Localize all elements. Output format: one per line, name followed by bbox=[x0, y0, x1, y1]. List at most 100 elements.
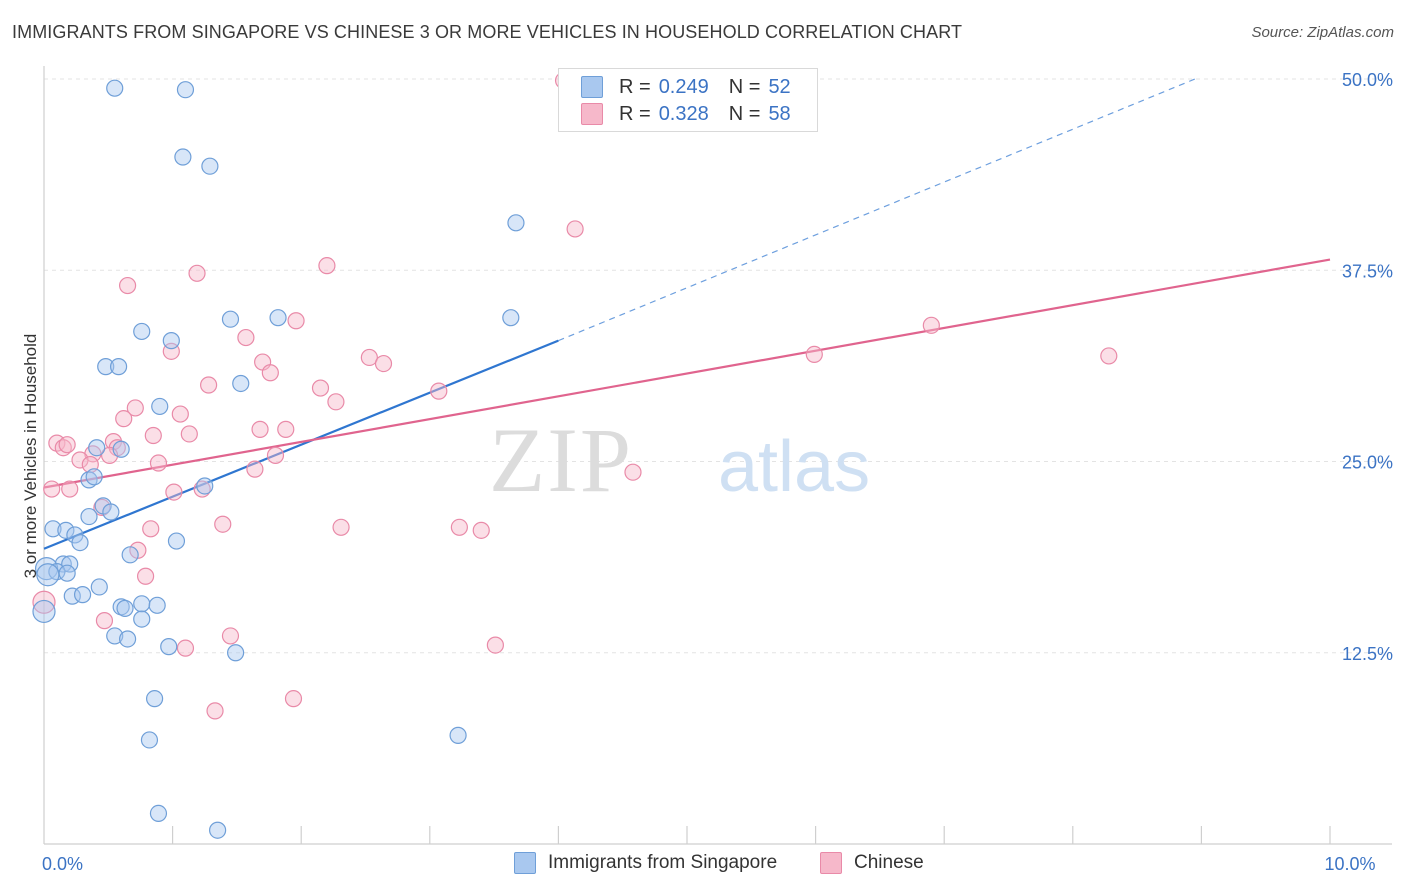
chinese-point bbox=[922, 316, 940, 334]
legend-swatch-chinese bbox=[820, 852, 842, 874]
chinese-point bbox=[318, 257, 336, 275]
chinese-point bbox=[149, 454, 168, 472]
singapore-point bbox=[269, 309, 287, 327]
chinese-point bbox=[1100, 347, 1118, 365]
chinese-point bbox=[206, 702, 224, 720]
source-label: Source: ZipAtlas.com bbox=[1251, 24, 1394, 41]
watermark: ZIP atlas bbox=[489, 409, 870, 511]
x-tick-label: 0.0% bbox=[42, 854, 83, 874]
singapore-point bbox=[32, 599, 56, 624]
chinese-point bbox=[165, 483, 183, 501]
legend-r-label: R = bbox=[619, 75, 651, 98]
chinese-point bbox=[200, 376, 218, 394]
singapore-point bbox=[36, 563, 60, 587]
chinese-trend-line bbox=[43, 258, 1331, 489]
chinese-point bbox=[142, 520, 160, 538]
singapore-trend-line bbox=[43, 339, 559, 550]
singapore-point bbox=[449, 726, 467, 744]
chinese-point bbox=[472, 521, 490, 539]
correlation-legend: R = 0.249 N = 52 R = 0.328 N = 58 bbox=[558, 68, 818, 132]
singapore-point bbox=[90, 578, 108, 596]
chinese-point bbox=[805, 345, 823, 363]
singapore-point bbox=[176, 81, 195, 99]
x-tick-label: 10.0% bbox=[1324, 854, 1375, 874]
singapore-point bbox=[44, 520, 62, 538]
legend-item-chinese[interactable]: Chinese bbox=[820, 852, 924, 874]
singapore-point bbox=[232, 374, 250, 393]
singapore-point bbox=[71, 533, 89, 552]
singapore-point bbox=[507, 214, 525, 232]
chinese-point bbox=[266, 446, 285, 464]
legend-swatch-chinese bbox=[581, 103, 603, 125]
legend-label-singapore: Immigrants from Singapore bbox=[548, 852, 778, 873]
watermark-zip: ZIP bbox=[489, 409, 633, 511]
singapore-point bbox=[80, 471, 98, 489]
legend-r-label: R = bbox=[619, 102, 651, 125]
data-points bbox=[32, 71, 1118, 839]
y-tick-label: 50.0% bbox=[1342, 70, 1393, 90]
legend-r-value: 0.249 bbox=[658, 75, 709, 98]
chinese-point bbox=[43, 480, 61, 498]
singapore-point bbox=[174, 148, 192, 166]
chinese-point bbox=[95, 612, 114, 630]
singapore-point bbox=[221, 310, 240, 328]
y-tick-label: 12.5% bbox=[1342, 644, 1393, 664]
singapore-point bbox=[112, 440, 130, 458]
legend-item-singapore[interactable]: Immigrants from Singapore bbox=[514, 852, 777, 874]
legend-swatch-singapore bbox=[581, 76, 603, 98]
legend-n-label: N = bbox=[728, 102, 761, 125]
chinese-point bbox=[261, 364, 279, 382]
chinese-point bbox=[430, 382, 448, 400]
chinese-point bbox=[176, 639, 195, 657]
singapore-point bbox=[148, 596, 166, 614]
singapore-point bbox=[118, 630, 137, 648]
chinese-point bbox=[287, 312, 305, 330]
singapore-point bbox=[227, 644, 245, 662]
singapore-point bbox=[121, 546, 139, 564]
singapore-point bbox=[133, 322, 151, 341]
y-tick-label: 37.5% bbox=[1342, 261, 1393, 281]
chinese-point bbox=[115, 410, 133, 428]
singapore-point bbox=[201, 157, 219, 175]
singapore-point bbox=[209, 821, 227, 839]
trend-lines bbox=[43, 78, 1331, 550]
chinese-point bbox=[214, 515, 232, 533]
chinese-point bbox=[450, 518, 468, 536]
chinese-point bbox=[277, 420, 295, 438]
watermark-atlas: atlas bbox=[718, 427, 870, 507]
chinese-point bbox=[566, 220, 584, 238]
singapore-point bbox=[73, 586, 92, 604]
legend-row-singapore: R = 0.249 N = 52 bbox=[581, 75, 791, 99]
y-tick-label: 25.0% bbox=[1342, 453, 1393, 473]
chinese-point bbox=[144, 426, 162, 445]
legend-r-value: 0.328 bbox=[658, 102, 709, 125]
chart-title: IMMIGRANTS FROM SINGAPORE VS CHINESE 3 O… bbox=[12, 22, 963, 42]
singapore-point bbox=[116, 599, 134, 617]
chinese-point bbox=[327, 393, 345, 411]
axes bbox=[43, 66, 1392, 845]
chinese-point bbox=[32, 590, 56, 614]
chinese-point bbox=[126, 399, 144, 417]
chinese-point bbox=[58, 436, 76, 454]
legend-row-chinese: R = 0.328 N = 58 bbox=[581, 102, 791, 126]
chinese-point bbox=[188, 264, 206, 282]
chinese-point bbox=[237, 328, 255, 347]
chinese-point bbox=[251, 420, 269, 438]
chinese-point bbox=[624, 463, 642, 481]
singapore-point bbox=[102, 503, 120, 521]
chinese-point bbox=[136, 567, 155, 585]
singapore-point bbox=[106, 627, 124, 645]
singapore-trend-extension bbox=[558, 78, 1196, 342]
singapore-point bbox=[145, 690, 164, 708]
chinese-point bbox=[374, 354, 393, 373]
legend-n-label: N = bbox=[728, 75, 761, 98]
chinese-point bbox=[486, 636, 504, 654]
chinese-point bbox=[284, 690, 303, 708]
singapore-point bbox=[80, 507, 98, 526]
grid-lines bbox=[44, 78, 1392, 654]
chinese-point bbox=[61, 480, 79, 498]
singapore-point bbox=[109, 358, 128, 376]
chinese-point bbox=[221, 627, 240, 645]
singapore-point bbox=[133, 610, 151, 628]
